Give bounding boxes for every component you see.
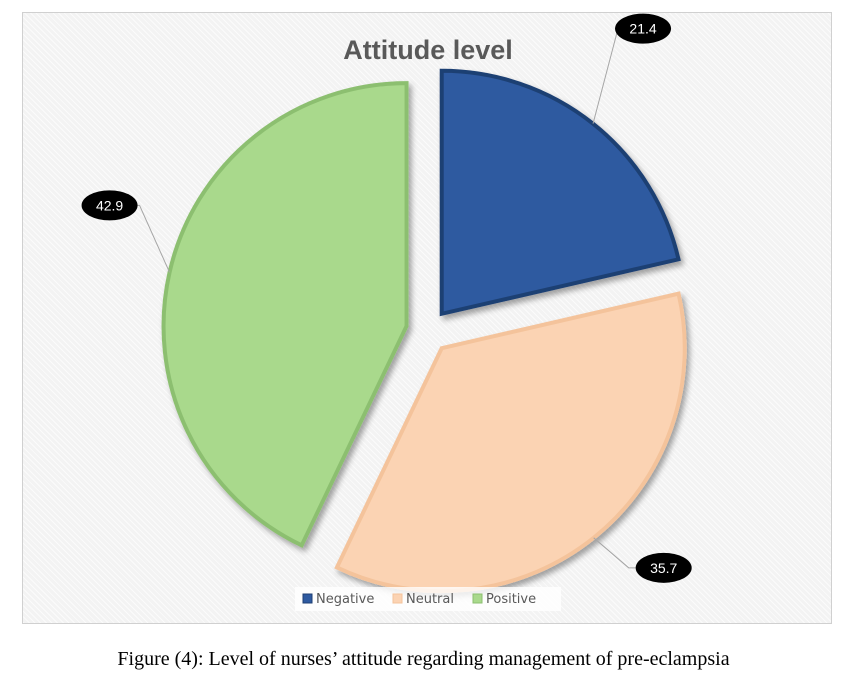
data-label-neutral: 35.7 bbox=[650, 560, 677, 576]
figure-caption: Figure (4): Level of nurses’ attitude re… bbox=[117, 648, 730, 670]
pie-chart: Attitude level 21.4 35.7 42.9 Negative Neut… bbox=[81, 13, 692, 611]
legend-background bbox=[295, 587, 561, 611]
chart-title: Attitude level bbox=[343, 35, 513, 65]
data-label-bubble-neutral bbox=[635, 552, 692, 583]
data-labels: 21.4 35.7 42.9 bbox=[81, 13, 692, 583]
legend-label-negative: Negative bbox=[316, 592, 374, 607]
pie-slices bbox=[161, 68, 687, 594]
legend-swatch-negative bbox=[302, 593, 313, 604]
pie-slice-negative bbox=[439, 68, 681, 317]
legend-swatch-neutral bbox=[392, 593, 403, 604]
legend: Negative Neutral Positive bbox=[295, 587, 561, 611]
legend-swatch-positive bbox=[472, 593, 483, 604]
legend-label-positive: Positive bbox=[486, 592, 536, 607]
data-label-bubble-positive bbox=[81, 190, 138, 221]
legend-label-neutral: Neutral bbox=[406, 592, 454, 607]
pie-slice-positive bbox=[161, 81, 409, 549]
data-label-bubble-negative bbox=[615, 13, 672, 44]
data-label-positive: 42.9 bbox=[96, 197, 123, 213]
chart-frame: Attitude level 21.4 35.7 42.9 Negative Neut… bbox=[22, 12, 832, 624]
data-label-negative: 21.4 bbox=[629, 21, 656, 37]
